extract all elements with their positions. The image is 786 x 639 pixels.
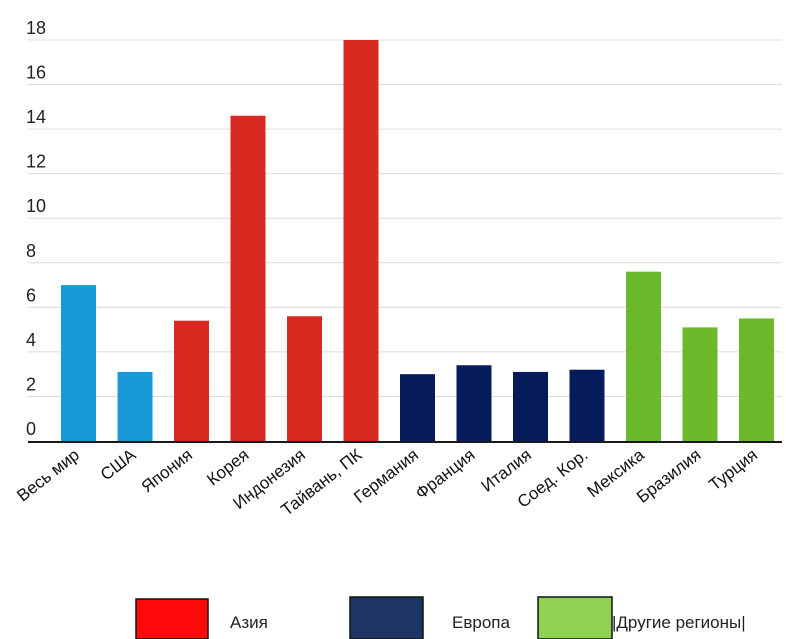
bar <box>400 374 435 441</box>
x-tick-label: Турция <box>705 445 761 494</box>
y-tick-label: 16 <box>26 63 46 83</box>
x-tick-label: Корея <box>203 445 252 489</box>
legend: Азия Европа |Другие регионы| <box>135 596 746 639</box>
y-tick-label: 14 <box>26 107 46 127</box>
y-tick-label: 12 <box>26 152 46 172</box>
bars <box>61 40 774 441</box>
bar <box>513 371 548 441</box>
x-tick-label: Япония <box>138 445 196 496</box>
y-tick-label: 10 <box>26 196 46 216</box>
y-tick-label: 8 <box>26 241 36 261</box>
y-tick-label: 18 <box>26 18 46 38</box>
legend-swatch <box>537 596 613 639</box>
legend-swatch <box>349 596 424 639</box>
bar <box>626 271 661 441</box>
bar <box>287 316 322 441</box>
x-tick-label: США <box>97 445 140 485</box>
bar <box>456 365 492 441</box>
y-tick-label: 4 <box>26 330 36 350</box>
bar <box>569 369 605 441</box>
bar <box>61 285 96 441</box>
bar <box>117 371 153 441</box>
bar <box>343 40 379 441</box>
gridlines <box>28 39 782 397</box>
bar <box>174 320 209 441</box>
x-tick-label: Франция <box>412 445 479 503</box>
y-axis-ticks: 0 2 4 6 8 10 12 14 16 18 <box>26 18 46 439</box>
legend-label: Европа <box>452 613 510 632</box>
legend-label: |Другие регионы| <box>612 613 746 632</box>
legend-swatch <box>135 598 209 639</box>
legend-label: Азия <box>230 613 268 632</box>
bar <box>739 318 774 441</box>
x-tick-label: Бразилия <box>633 445 704 507</box>
y-tick-label: 2 <box>26 374 36 394</box>
x-tick-label: Весь мир <box>13 445 83 505</box>
bar <box>682 327 718 441</box>
bar <box>230 115 266 441</box>
y-tick-label: 6 <box>26 285 36 305</box>
y-tick-label: 0 <box>26 419 36 439</box>
